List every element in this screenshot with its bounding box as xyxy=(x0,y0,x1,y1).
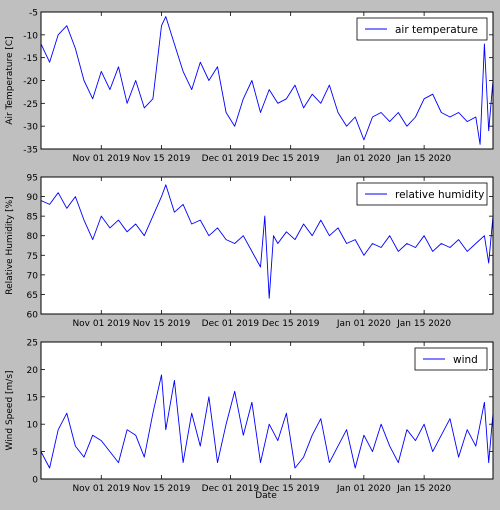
y-tick-label: 65 xyxy=(27,291,38,301)
y-tick-label: 85 xyxy=(27,213,38,223)
x-tick-label: Nov 15 2019 xyxy=(133,154,191,164)
x-tick-label: Nov 01 2019 xyxy=(72,319,130,329)
y-tick-label: 60 xyxy=(27,311,39,321)
x-tick-label: Dec 01 2019 xyxy=(202,154,260,164)
y-tick-label: 75 xyxy=(27,252,38,262)
legend-box xyxy=(414,347,488,371)
x-tick-label: Nov 15 2019 xyxy=(133,319,191,329)
y-tick-label: -30 xyxy=(23,123,38,133)
y-tick-label: 90 xyxy=(27,193,39,203)
wind-speed-panel: 0 5 10 15 20 25 Nov 01 2019 Nov 15 2019 Dec 01 2… xyxy=(5,339,494,494)
x-tick-label: Jan 01 2020 xyxy=(336,319,391,329)
x-axis-label: Date xyxy=(255,491,277,501)
plot-frame xyxy=(40,341,494,480)
legend-label: relative humidity xyxy=(395,189,484,201)
y-tick-label: 70 xyxy=(27,271,39,281)
legend-label: air temperature xyxy=(395,24,478,36)
x-tick-label: Nov 01 2019 xyxy=(72,154,130,164)
plot-frame xyxy=(40,176,494,315)
legend-box xyxy=(356,17,488,41)
y-tick-label: 5 xyxy=(32,448,38,458)
y-tick-label: 20 xyxy=(27,366,39,376)
x-tick-label: Jan 01 2020 xyxy=(336,484,391,494)
x-tick-label: Nov 15 2019 xyxy=(133,484,191,494)
series-line xyxy=(41,184,493,299)
y-tick-label: 80 xyxy=(27,232,39,242)
y-tick-label: -25 xyxy=(23,100,38,110)
x-tick-label: Jan 15 2020 xyxy=(396,319,451,329)
plot-frame xyxy=(40,11,494,150)
x-tick-label: Dec 01 2019 xyxy=(202,319,260,329)
y-tick-label: -35 xyxy=(23,146,38,156)
y-tick-label: 95 xyxy=(27,174,38,184)
relative-humidity-panel: 60 65 70 75 80 85 90 95 Nov 01 2019 Nov 15 2019 De… xyxy=(5,174,494,329)
y-tick-label: 10 xyxy=(27,421,39,431)
x-tick-label: Nov 01 2019 xyxy=(72,484,130,494)
x-tick-label: Dec 15 2019 xyxy=(262,319,320,329)
legend-label: wind xyxy=(453,354,478,366)
y-tick-label: -20 xyxy=(23,77,38,87)
x-tick-label: Jan 01 2020 xyxy=(336,154,391,164)
y-tick-label: 15 xyxy=(27,393,38,403)
x-tick-label: Jan 15 2020 xyxy=(396,154,451,164)
series-line xyxy=(41,16,493,145)
y-tick-label: -10 xyxy=(23,31,38,41)
x-tick-label: Dec 01 2019 xyxy=(202,484,260,494)
x-tick-label: Dec 15 2019 xyxy=(262,154,320,164)
x-tick-label: Jan 15 2020 xyxy=(396,484,451,494)
legend-box xyxy=(356,182,488,206)
y-axis-label: Air Temperature [C] xyxy=(5,36,15,124)
y-axis-label: Wind Speed [m/s] xyxy=(5,370,15,450)
y-tick-label: -5 xyxy=(29,9,38,19)
y-tick-label: 25 xyxy=(27,339,38,349)
air-temperature-panel: -35 -30 -25 -20 -15 -10 -5 Nov 01 2019 Nov 15 20… xyxy=(5,9,494,164)
x-tick-label: Dec 15 2019 xyxy=(262,484,320,494)
y-tick-label: 0 xyxy=(32,476,38,486)
y-axis-label: Relative Humidity [%] xyxy=(5,196,15,294)
y-tick-label: -15 xyxy=(23,54,38,64)
series-line xyxy=(41,374,493,469)
